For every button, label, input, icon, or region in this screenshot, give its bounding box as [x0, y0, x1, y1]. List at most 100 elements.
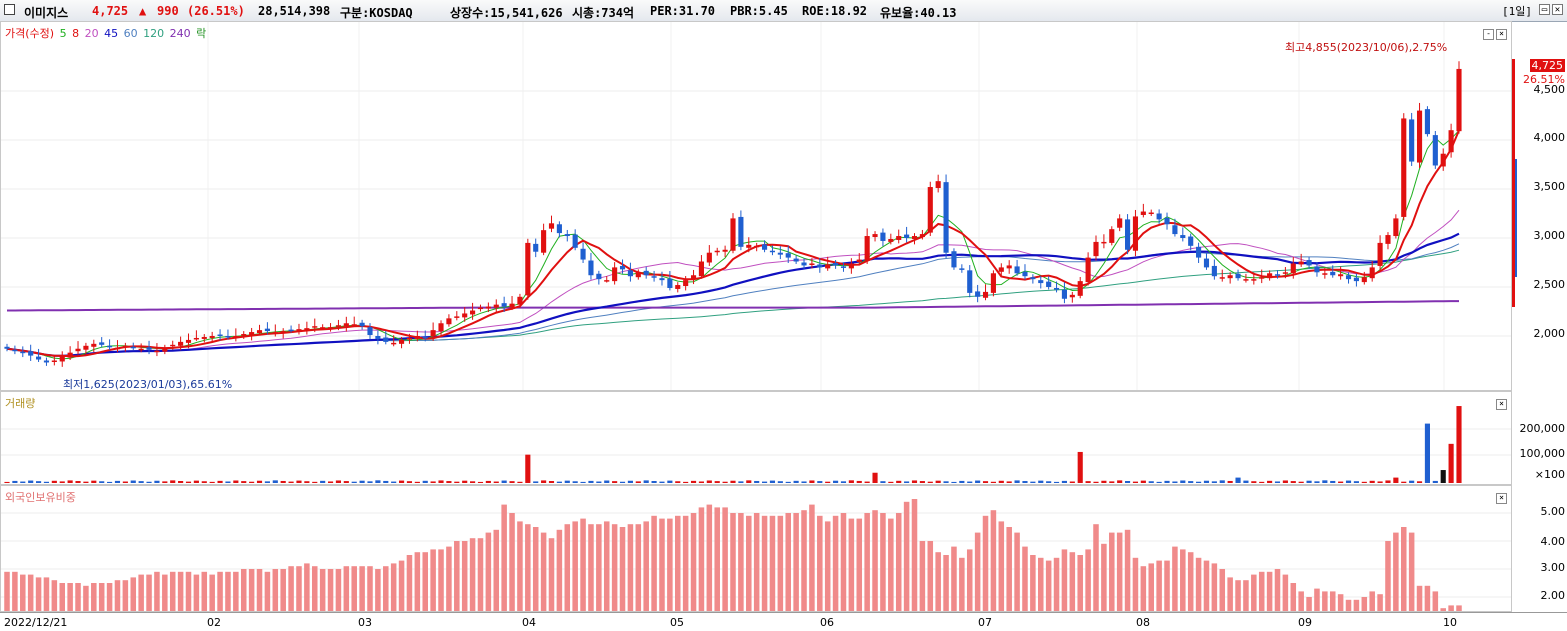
- candle: [572, 234, 578, 248]
- volume-bar: [1409, 480, 1415, 483]
- candle: [501, 303, 507, 307]
- price-range-bar-down: [1515, 159, 1517, 277]
- volume-legend[interactable]: 거래량: [5, 397, 36, 410]
- legend-ex-rights[interactable]: 락: [196, 27, 207, 40]
- legend-ma45[interactable]: 45: [104, 27, 119, 40]
- candle: [856, 259, 862, 263]
- volume-panel[interactable]: 거래량 ×: [0, 391, 1512, 485]
- foreign-ratio-bar: [1116, 532, 1123, 611]
- foreign-ratio-bar: [1219, 569, 1226, 611]
- foreign-ratio-bar: [1069, 552, 1076, 611]
- candle: [840, 266, 847, 268]
- candle: [982, 291, 989, 298]
- foreign-ratio-bar: [446, 546, 452, 611]
- foreign-ratio-bar: [809, 504, 815, 611]
- candle: [493, 304, 499, 308]
- panel-close-button[interactable]: ×: [1496, 399, 1507, 410]
- volume-bar: [1306, 480, 1312, 483]
- foreign-ownership-chart[interactable]: [1, 486, 1511, 611]
- volume-bar: [1416, 481, 1423, 483]
- panel-min-button[interactable]: -: [1483, 29, 1494, 40]
- current-pct-tag: 26.51%: [1523, 73, 1565, 86]
- candle: [817, 264, 823, 268]
- foreign-ratio-bar: [75, 583, 81, 611]
- price-panel[interactable]: 가격(수정) 5 8 20 45 60 120 240 락 - × 최고4,855…: [0, 21, 1512, 391]
- panel-close-button[interactable]: ×: [1496, 493, 1507, 504]
- stock-name[interactable]: 이미지스: [24, 6, 69, 20]
- foreign-ratio-bar: [98, 583, 105, 611]
- volume-bar: [904, 481, 910, 483]
- candle: [872, 234, 878, 238]
- foreign-ratio-bar: [1440, 608, 1446, 611]
- foreign-ratio-bar: [982, 515, 989, 611]
- legend-ma8[interactable]: 8: [72, 27, 80, 40]
- legend-price[interactable]: 가격(수정): [5, 27, 55, 40]
- price-chart[interactable]: [1, 22, 1511, 390]
- volume-bar: [1369, 480, 1375, 483]
- foreign-ratio-bar: [611, 524, 618, 611]
- candle: [1188, 236, 1194, 246]
- foreign-ratio-bar: [201, 571, 208, 611]
- period-selector[interactable]: [1일]: [1502, 5, 1532, 18]
- minimize-button[interactable]: ▭: [1539, 4, 1550, 15]
- foreign-ratio-bar: [564, 524, 571, 611]
- ytick: 3,000: [1533, 229, 1566, 242]
- foreign-panel-controls: ×: [1494, 489, 1507, 504]
- volume-bar: [178, 481, 184, 483]
- candle: [1345, 275, 1352, 280]
- foreign-ratio-bar: [974, 532, 981, 611]
- volume-bar: [359, 480, 365, 483]
- candle: [541, 230, 547, 253]
- volume-chart[interactable]: [1, 392, 1511, 484]
- legend-ma240[interactable]: 240: [169, 27, 191, 40]
- foreign-ratio-bar: [1243, 580, 1249, 611]
- legend-ma5[interactable]: 5: [59, 27, 67, 40]
- foreign-legend[interactable]: 외국인보유비중: [5, 491, 76, 504]
- candle: [4, 346, 10, 349]
- foreign-ratio-bar: [864, 513, 870, 611]
- volume-bar: [793, 480, 799, 483]
- candle: [1227, 275, 1233, 279]
- candle: [83, 345, 89, 350]
- legend-ma120[interactable]: 120: [143, 27, 165, 40]
- legend-ma20[interactable]: 20: [84, 27, 99, 40]
- foreign-ratio-bar: [1393, 532, 1399, 611]
- close-button[interactable]: ✕: [1552, 4, 1563, 15]
- volume-bar: [848, 480, 854, 483]
- volume-bar: [746, 480, 752, 483]
- foreign-ratio-bar: [43, 577, 50, 611]
- candle: [1440, 153, 1446, 167]
- volume-bar: [730, 480, 736, 483]
- legend-ma60[interactable]: 60: [123, 27, 138, 40]
- candle: [864, 236, 870, 261]
- candle: [1353, 277, 1359, 282]
- volume-bar: [825, 481, 831, 483]
- foreign-ownership-panel[interactable]: 외국인보유비중 ×: [0, 485, 1512, 612]
- candle: [935, 181, 941, 189]
- volume-bar: [99, 481, 105, 483]
- volume-bar: [801, 481, 807, 483]
- select-checkbox[interactable]: [4, 4, 15, 15]
- ma240-line: [7, 300, 1459, 312]
- volume-bar: [864, 481, 870, 483]
- volume-bar: [383, 480, 389, 483]
- volume-bar: [343, 481, 349, 483]
- candle: [1030, 277, 1036, 280]
- panel-close-button[interactable]: ×: [1496, 29, 1507, 40]
- candle: [943, 182, 949, 253]
- foreign-ratio-bar: [943, 555, 949, 611]
- candle: [312, 326, 318, 328]
- volume-bar: [446, 481, 452, 483]
- volume-bar: [856, 480, 862, 483]
- foreign-ratio-bar: [1172, 546, 1178, 611]
- candle: [422, 336, 428, 339]
- volume-bar: [919, 481, 925, 483]
- foreign-ratio-bar: [1251, 574, 1257, 611]
- volume-bar: [1456, 406, 1462, 483]
- volume-bar: [1377, 481, 1383, 483]
- volume-bar: [1046, 481, 1052, 483]
- candle: [470, 310, 476, 315]
- trade-volume: 28,514,398: [258, 4, 331, 18]
- high-price-note: 최고4,855(2023/10/06),2.75%: [1285, 41, 1448, 54]
- candle: [201, 336, 207, 339]
